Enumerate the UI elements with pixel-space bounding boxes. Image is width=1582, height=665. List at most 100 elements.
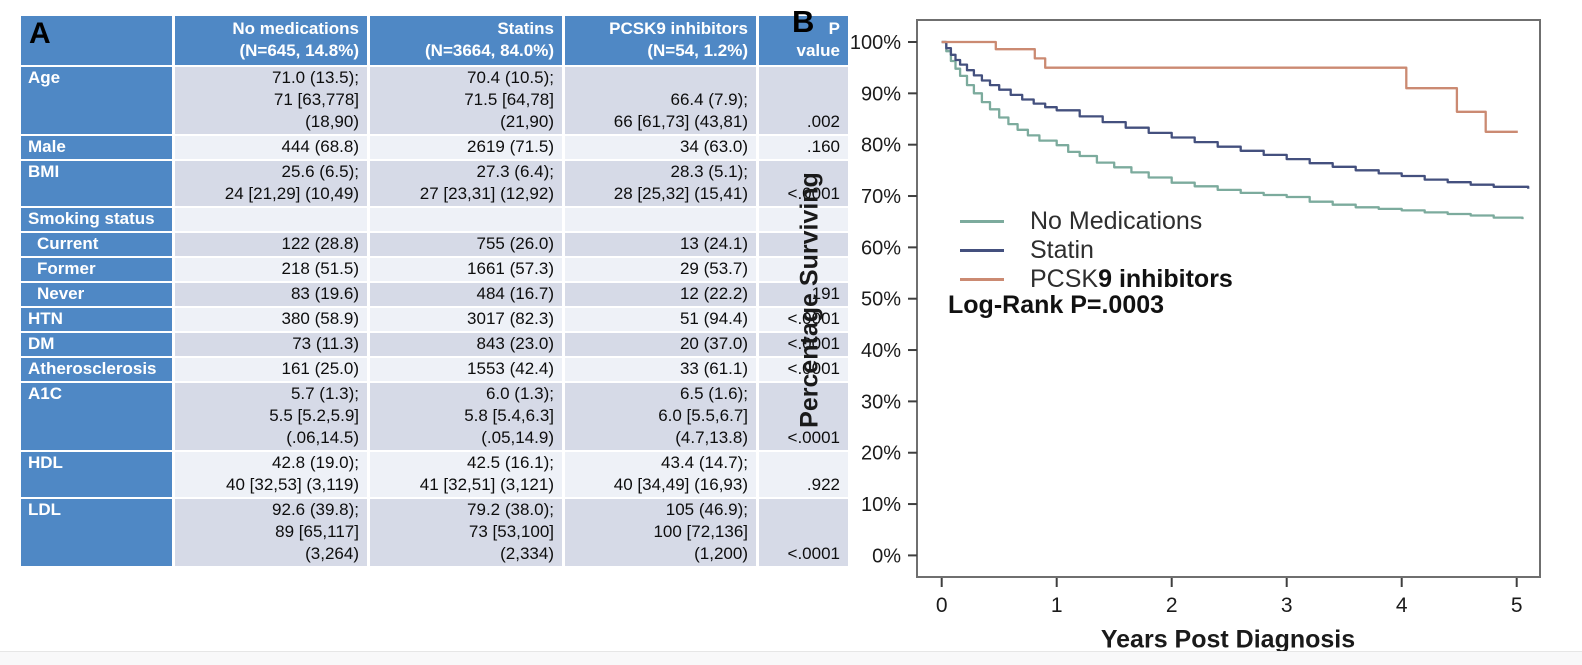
p-value-cell: .002 — [759, 67, 848, 134]
data-cell: 3017 (82.3) — [370, 308, 562, 331]
table-corner-cell: A — [21, 16, 172, 65]
y-tick-label: 0% — [872, 545, 901, 567]
legend-line-swatch — [960, 278, 1004, 281]
table-row: Former 218 (51.5) 1661 (57.3) 29 (53.7) — [21, 258, 848, 281]
bottom-band — [0, 651, 1582, 665]
data-cell: 5.7 (1.3); 5.5 [5.2,5.9] (.06,14.5) — [175, 383, 367, 450]
data-cell: 33 (61.1) — [565, 358, 756, 381]
log-rank-annotation: Log-Rank P=.0003 — [948, 291, 1165, 319]
column-header: Statins (N=3664, 84.0%) — [370, 16, 562, 65]
table-row: HDL 42.8 (19.0); 40 [32,53] (3,119) 42.5 (… — [21, 452, 848, 497]
data-cell: 755 (26.0) — [370, 233, 562, 256]
data-cell: 42.8 (19.0); 40 [32,53] (3,119) — [175, 452, 367, 497]
data-cell: 29 (53.7) — [565, 258, 756, 281]
chart-legend: No Medications Statin PCSK9 inhibitors — [960, 207, 1233, 294]
row-label-cell: Smoking status — [21, 208, 172, 231]
panel-b-label: B — [792, 4, 815, 39]
x-tick-label: 3 — [1281, 594, 1293, 617]
p-value-cell — [759, 208, 848, 231]
p-value-cell: .191 — [759, 283, 848, 306]
data-cell: 444 (68.8) — [175, 136, 367, 159]
data-cell: 42.5 (16.1); 41 [32,51] (3,121) — [370, 452, 562, 497]
table-row: Male 444 (68.8) 2619 (71.5) 34 (63.0) .160 — [21, 136, 848, 159]
legend-item: No Medications — [960, 207, 1233, 236]
y-tick-label: 50% — [861, 289, 901, 311]
panel-a-table-container: A No medications (N=645, 14.8%) Statins (N… — [18, 14, 851, 568]
legend-item: PCSK9 inhibitors — [960, 265, 1233, 294]
row-label-cell: Former — [21, 258, 172, 281]
table-row: LDL 92.6 (39.8); 89 [65,117] (3,264) 79.2 … — [21, 499, 848, 566]
data-cell: 70.4 (10.5); 71.5 [64,78] (21,90) — [370, 67, 562, 134]
legend-line-swatch — [960, 220, 1004, 223]
row-label-cell: LDL — [21, 499, 172, 566]
data-cell: 34 (63.0) — [565, 136, 756, 159]
panel-a-label: A — [29, 17, 51, 50]
row-label-cell: Current — [21, 233, 172, 256]
table-body: Age 71.0 (13.5); 71 [63,778] (18,90) 70.4 … — [21, 67, 848, 566]
data-cell: 218 (51.5) — [175, 258, 367, 281]
baseline-characteristics-table: A No medications (N=645, 14.8%) Statins (N… — [18, 14, 851, 568]
y-tick-label: 40% — [861, 340, 901, 362]
table-header-row: A No medications (N=645, 14.8%) Statins (N… — [21, 16, 848, 65]
column-header: PCSK9 inhibitors (N=54, 1.2%) — [565, 16, 756, 65]
column-header: No medications (N=645, 14.8%) — [175, 16, 367, 65]
data-cell: 92.6 (39.8); 89 [65,117] (3,264) — [175, 499, 367, 566]
data-cell: 161 (25.0) — [175, 358, 367, 381]
p-value-cell: <.0001 — [759, 333, 848, 356]
km-curve-statin — [941, 40, 1530, 189]
x-tick-label: 0 — [936, 594, 948, 617]
p-value-cell: <.0001 — [759, 383, 848, 450]
data-cell: 43.4 (14.7); 40 [34,49] (16,93) — [565, 452, 756, 497]
data-cell: 27.3 (6.4); 27 [23,31] (12,92) — [370, 161, 562, 206]
y-tick-label: 20% — [861, 443, 901, 465]
x-axis-title: Years Post Diagnosis — [1100, 625, 1356, 654]
kaplan-meier-plot: 0% 10% 20% 30% 40% 50% 60% 70% 80% 90% 100% 0 1 2 3 4 5 — [850, 19, 1541, 617]
row-label-cell: Never — [21, 283, 172, 306]
row-label-cell: HDL — [21, 452, 172, 497]
data-cell: 6.0 (1.3); 5.8 [5.4,6.3] (.05,14.9) — [370, 383, 562, 450]
row-label-cell: BMI — [21, 161, 172, 206]
y-tick-label: 10% — [861, 494, 901, 516]
data-cell: 843 (23.0) — [370, 333, 562, 356]
data-cell: 12 (22.2) — [565, 283, 756, 306]
y-tick-label: 90% — [861, 83, 901, 105]
x-tick-label: 4 — [1396, 594, 1408, 617]
data-cell — [175, 208, 367, 231]
row-label-cell: Male — [21, 136, 172, 159]
row-label-cell: DM — [21, 333, 172, 356]
km-curve-no-medications — [941, 40, 1524, 220]
column-header: P value — [759, 16, 848, 65]
row-label-cell: HTN — [21, 308, 172, 331]
x-tick-label: 5 — [1511, 594, 1523, 617]
data-cell: 1661 (57.3) — [370, 258, 562, 281]
data-cell: 71.0 (13.5); 71 [63,778] (18,90) — [175, 67, 367, 134]
data-cell: 2619 (71.5) — [370, 136, 562, 159]
table-row: Never 83 (19.6) 484 (16.7) 12 (22.2) .191 — [21, 283, 848, 306]
p-value-cell — [759, 258, 848, 281]
p-value-cell: <.0001 — [759, 499, 848, 566]
data-cell: 1553 (42.4) — [370, 358, 562, 381]
p-value-cell: <.0001 — [759, 358, 848, 381]
x-tick-label: 2 — [1166, 594, 1178, 617]
y-tick-label: 30% — [861, 391, 901, 413]
data-cell: 6.5 (1.6); 6.0 [5.5,6.7] (4.7,13.8) — [565, 383, 756, 450]
legend-line-swatch — [960, 249, 1004, 252]
table-row: Age 71.0 (13.5); 71 [63,778] (18,90) 70.4 … — [21, 67, 848, 134]
row-label-cell: A1C — [21, 383, 172, 450]
data-cell: 484 (16.7) — [370, 283, 562, 306]
y-tick-label: 80% — [861, 135, 901, 157]
y-tick-label: 100% — [850, 32, 901, 54]
p-value-cell: <.0001 — [759, 161, 848, 206]
table-row: DM 73 (11.3) 843 (23.0) 20 (37.0) <.0001 — [21, 333, 848, 356]
data-cell — [565, 208, 756, 231]
legend-label: PCSK9 inhibitors — [1030, 265, 1233, 293]
y-tick-label: 60% — [861, 237, 901, 259]
table-row: HTN 380 (58.9) 3017 (82.3) 51 (94.4) <.0001 — [21, 308, 848, 331]
data-cell: 66.4 (7.9); 66 [61,73] (43,81) — [565, 67, 756, 134]
table-row: Current 122 (28.8) 755 (26.0) 13 (24.1) — [21, 233, 848, 256]
legend-label: No Medications — [1030, 207, 1203, 235]
data-cell: 28.3 (5.1); 28 [25,32] (15,41) — [565, 161, 756, 206]
data-cell — [370, 208, 562, 231]
legend-label: Statin — [1030, 236, 1094, 264]
legend-item: Statin — [960, 236, 1233, 265]
